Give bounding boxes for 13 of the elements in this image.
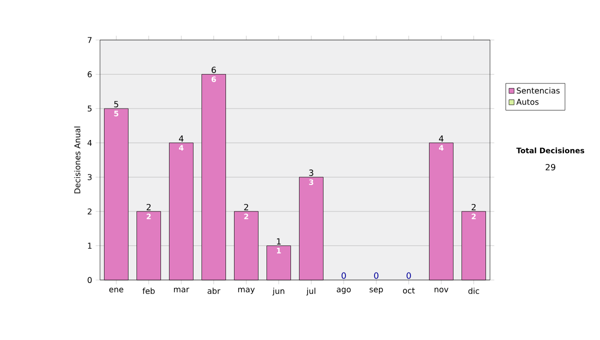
total-label: 6 <box>212 66 216 74</box>
total-label: 3 <box>309 170 314 176</box>
total-label: 2 <box>146 204 151 210</box>
total-label: 2 <box>244 204 248 210</box>
total-label: 1 <box>276 238 281 245</box>
total-label: 2 <box>472 204 476 210</box>
text: 29 <box>546 164 556 170</box>
total-label: 0 <box>342 272 346 279</box>
total-label: 0 <box>374 272 378 279</box>
total-label: 4 <box>178 135 184 142</box>
total-label: 4 <box>438 135 444 142</box>
total-label: 0 <box>406 272 411 279</box>
total-label: 5 <box>114 101 118 108</box>
